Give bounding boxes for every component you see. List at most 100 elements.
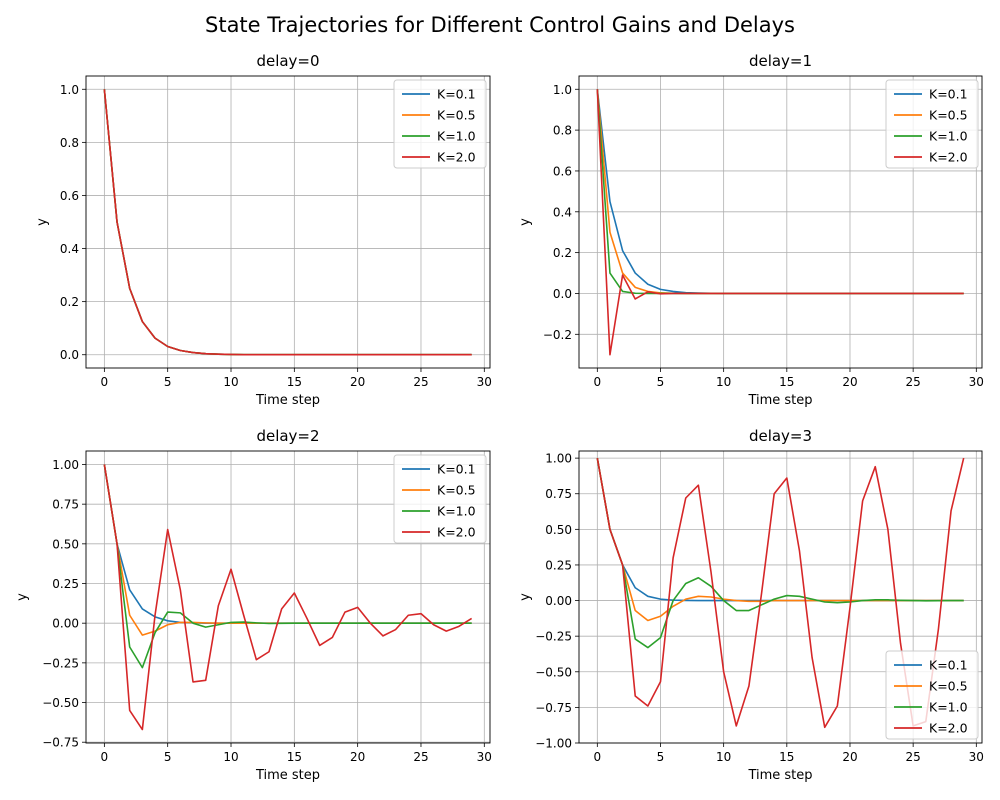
x-tick-label: 5 [164, 375, 172, 389]
y-axis-label: y [15, 593, 30, 601]
legend-label: K=1.0 [437, 504, 476, 519]
legend: K=0.1 K=0.5 K=1.0 K=2.0 [393, 79, 487, 169]
y-tick-label: 0.2 [553, 246, 572, 260]
y-tick-label: 0.75 [545, 487, 572, 501]
y-tick-label: 0.25 [545, 558, 572, 572]
x-tick-label: 5 [164, 750, 172, 764]
series-line-K=1.0 [596, 457, 964, 649]
y-tick-label: −0.25 [535, 630, 572, 644]
legend-label: K=0.1 [437, 462, 476, 477]
axes-frame [578, 75, 983, 369]
figure-title: State Trajectories for Different Control… [205, 13, 795, 37]
x-tick-label: 5 [657, 750, 665, 764]
y-tick-label: 1.0 [60, 83, 79, 97]
x-tick-label: 20 [842, 750, 857, 764]
legend-label: K=2.0 [437, 150, 476, 165]
legend-box [393, 454, 487, 544]
x-tick-label: 20 [842, 375, 857, 389]
y-axis-label: y [35, 218, 50, 226]
y-tick-label: 0.6 [60, 189, 79, 203]
legend-label: K=0.1 [929, 658, 968, 673]
x-tick-label: 15 [779, 750, 794, 764]
legend: K=0.1 K=0.5 K=1.0 K=2.0 [885, 79, 979, 169]
x-tick-label: 25 [413, 375, 428, 389]
x-tick-label: 25 [906, 750, 921, 764]
subplot-3: 0 5 10 15 20 25 30 −0.75 −0.50 −0.25 0.00 0.25 0.50 0… [15, 427, 492, 783]
x-tick-label: 5 [657, 375, 665, 389]
x-tick-label: 30 [477, 750, 492, 764]
legend: K=0.1 K=0.5 K=1.0 K=2.0 [393, 454, 487, 544]
legend: K=0.1 K=0.5 K=1.0 K=2.0 [885, 650, 979, 740]
subplot-title: delay=3 [749, 427, 812, 445]
x-tick-label: 10 [223, 375, 238, 389]
x-tick-label: 30 [477, 375, 492, 389]
x-tick-label: 15 [287, 375, 302, 389]
x-tick-label: 15 [287, 750, 302, 764]
axes-frame [85, 450, 491, 744]
legend-label: K=1.0 [929, 700, 968, 715]
y-tick-label: −1.00 [535, 737, 572, 751]
x-tick-label: 0 [593, 750, 601, 764]
subplot-2: 0 5 10 15 20 25 30 −0.2 0.0 0.2 0.4 0.6 0.8 1.0 delay=… [518, 52, 984, 408]
x-tick-label: 10 [716, 750, 731, 764]
y-tick-label: 0.00 [545, 594, 572, 608]
legend-box [885, 79, 979, 169]
y-tick-label: 0.2 [60, 295, 79, 309]
legend-label: K=0.5 [929, 679, 968, 694]
x-tick-label: 15 [779, 375, 794, 389]
legend-label: K=2.0 [437, 525, 476, 540]
subplot-title: delay=1 [749, 52, 812, 70]
x-tick-label: 20 [350, 375, 365, 389]
x-tick-label: 0 [101, 375, 109, 389]
x-tick-label: 30 [969, 750, 984, 764]
legend-box [885, 650, 979, 740]
x-tick-label: 20 [350, 750, 365, 764]
legend-label: K=0.5 [437, 108, 476, 123]
y-tick-label: −0.50 [535, 665, 572, 679]
legend-label: K=0.5 [437, 483, 476, 498]
y-tick-label: −0.25 [42, 656, 79, 670]
x-tick-label: 30 [969, 375, 984, 389]
legend-label: K=0.1 [437, 87, 476, 102]
y-axis-label: y [518, 593, 533, 601]
y-tick-label: 0.50 [545, 523, 572, 537]
y-tick-label: 0.4 [553, 205, 572, 219]
y-tick-label: −0.75 [42, 736, 79, 750]
y-tick-label: −0.2 [543, 328, 572, 342]
y-tick-label: 0.6 [553, 164, 572, 178]
subplot-title: delay=0 [256, 52, 319, 70]
x-tick-label: 0 [593, 375, 601, 389]
legend-box [393, 79, 487, 169]
y-tick-label: 1.00 [545, 452, 572, 466]
legend-label: K=0.5 [929, 108, 968, 123]
y-tick-label: 0.75 [52, 498, 79, 512]
y-tick-label: 0.00 [52, 617, 79, 631]
series-line-K=2.0 [103, 464, 473, 731]
x-tick-label: 25 [906, 375, 921, 389]
legend-label: K=0.1 [929, 87, 968, 102]
x-axis-label: Time step [747, 768, 812, 783]
y-tick-label: 0.0 [60, 348, 79, 362]
subplot-1: 0 5 10 15 20 25 30 0.0 0.2 0.4 0.6 0.8 1.0 delay=0 Tim… [35, 52, 492, 408]
x-tick-label: 0 [101, 750, 109, 764]
series-line-K=1.0 [103, 464, 472, 669]
x-tick-label: 10 [223, 750, 238, 764]
legend-label: K=1.0 [929, 129, 968, 144]
series-line-K=2.0 [103, 89, 472, 356]
x-axis-label: Time step [255, 768, 320, 783]
x-axis-label: Time step [747, 393, 812, 408]
axes-frame [578, 450, 983, 744]
series-line-K=2.0 [596, 89, 964, 356]
subplot-title: delay=2 [256, 427, 319, 445]
y-tick-label: 1.0 [553, 83, 572, 97]
subplot-4: 0 5 10 15 20 25 30 −1.00 −0.75 −0.50 −0.25 0.00 0.25… [518, 427, 984, 783]
y-axis-label: y [518, 218, 533, 226]
axes-frame [85, 75, 491, 369]
y-tick-label: −0.50 [42, 696, 79, 710]
y-tick-label: 1.00 [52, 458, 79, 472]
legend-label: K=2.0 [929, 150, 968, 165]
x-tick-label: 25 [413, 750, 428, 764]
y-tick-label: 0.50 [52, 537, 79, 551]
legend-label: K=2.0 [929, 721, 968, 736]
